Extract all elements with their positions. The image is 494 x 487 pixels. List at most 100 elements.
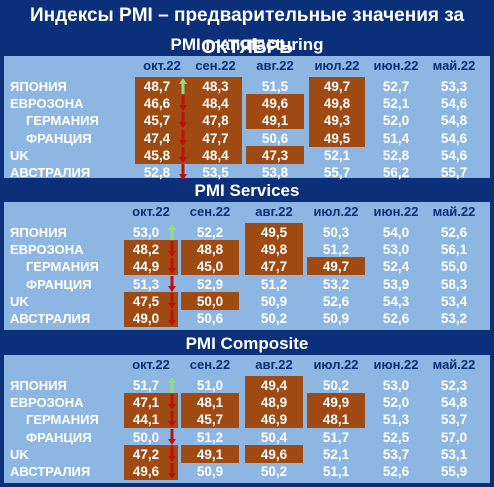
highlight-cell bbox=[189, 111, 242, 130]
data-cell: 49,5 bbox=[260, 225, 288, 240]
highlight-cell bbox=[189, 145, 242, 164]
highlight-cell bbox=[135, 128, 189, 147]
section-title: PMI Composite bbox=[185, 334, 309, 353]
row-label: ГЕРМАНИЯ bbox=[26, 113, 99, 129]
data-cell: 48,4 bbox=[202, 147, 229, 163]
data-cell: 53,0 bbox=[382, 378, 410, 393]
data-cell: 53,0 bbox=[382, 242, 410, 258]
highlight-cell bbox=[307, 410, 365, 429]
data-cell: 51,7 bbox=[132, 378, 160, 393]
data-cell: 51,3 bbox=[382, 412, 410, 428]
highlight-cell bbox=[181, 393, 239, 412]
column-header: окт.22 bbox=[132, 357, 170, 372]
data-cell: 55,7 bbox=[323, 165, 351, 180]
data-cell: 50,2 bbox=[260, 311, 288, 326]
data-cell: 52,1 bbox=[322, 446, 350, 462]
data-cell: 58,3 bbox=[440, 276, 468, 292]
row-label: ЕВРОЗОНА bbox=[10, 395, 84, 411]
column-header: июн.22 bbox=[373, 58, 419, 73]
data-cell: 57,0 bbox=[440, 429, 468, 445]
pmi-table-panel: окт.22 сен.22 авг.22 июл.22 июн.22 май.22 ЯПОН… bbox=[4, 56, 490, 180]
data-cell: 48,8 bbox=[196, 242, 224, 258]
highlight-cell bbox=[181, 240, 239, 259]
data-cell: 50,0 bbox=[196, 293, 224, 309]
highlight-cell bbox=[124, 444, 178, 463]
highlight-cell bbox=[189, 94, 242, 113]
arrow-down-icon bbox=[168, 411, 176, 428]
highlight-cell bbox=[181, 291, 239, 310]
data-cell: 52,6 bbox=[382, 311, 410, 326]
data-cell: 55,0 bbox=[440, 259, 468, 275]
data-cell: 45,0 bbox=[196, 259, 224, 275]
data-cell: 49,1 bbox=[261, 113, 289, 129]
highlight-cell bbox=[124, 462, 178, 480]
data-cell: 52,7 bbox=[382, 79, 410, 94]
row-label: ГЕРМАНИЯ bbox=[26, 259, 99, 275]
arrow-up-icon bbox=[168, 377, 176, 393]
data-cell: 44,9 bbox=[132, 259, 160, 275]
highlight-cell bbox=[189, 77, 242, 95]
data-cell: 55,9 bbox=[440, 464, 468, 479]
column-header: май.22 bbox=[432, 204, 476, 219]
data-cell: 49,1 bbox=[196, 446, 224, 462]
arrow-down-icon bbox=[179, 164, 187, 180]
row-label: ГЕРМАНИЯ bbox=[26, 412, 99, 428]
data-cell: 47,1 bbox=[132, 395, 160, 411]
column-header: май.22 bbox=[432, 357, 476, 372]
highlight-cell bbox=[307, 393, 365, 412]
data-cell: 54,6 bbox=[440, 96, 468, 112]
row-label: ЕВРОЗОНА bbox=[10, 242, 84, 258]
highlight-cell bbox=[309, 128, 365, 147]
data-cell: 47,7 bbox=[260, 259, 288, 275]
highlight-cell bbox=[124, 240, 178, 259]
arrow-down-icon bbox=[179, 112, 187, 129]
column-header: июл.22 bbox=[313, 204, 359, 219]
data-cell: 52,6 bbox=[322, 293, 350, 309]
data-cell: 53,1 bbox=[440, 446, 468, 462]
data-cell: 47,7 bbox=[202, 130, 229, 146]
column-header: июн.22 bbox=[373, 357, 419, 372]
data-cell: 48,2 bbox=[132, 242, 160, 258]
data-cell: 50,9 bbox=[322, 311, 350, 326]
data-cell: 47,4 bbox=[143, 130, 171, 146]
page-title: Индексы PMI – предварительные значения з… bbox=[29, 5, 465, 58]
arrow-down-icon bbox=[168, 292, 176, 309]
row-label: ФРАНЦИЯ bbox=[26, 276, 92, 292]
column-header: сен.22 bbox=[195, 58, 236, 73]
data-cell: 50,6 bbox=[196, 311, 224, 326]
data-cell: 54,3 bbox=[382, 293, 410, 309]
data-cell: 49,7 bbox=[322, 259, 350, 275]
data-cell: 50,3 bbox=[322, 225, 350, 240]
row-label: ЕВРОЗОНА bbox=[10, 96, 84, 112]
highlight-cell bbox=[181, 410, 239, 429]
highlight-cell bbox=[245, 240, 303, 259]
highlight-cell bbox=[135, 145, 189, 164]
highlight-cell bbox=[245, 376, 303, 394]
data-cell: 49,9 bbox=[322, 395, 350, 411]
row-label: UK bbox=[10, 147, 29, 163]
data-cell: 51,2 bbox=[322, 242, 350, 258]
data-cell: 52,0 bbox=[382, 113, 410, 129]
arrow-up-icon bbox=[179, 78, 187, 94]
data-cell: 54,6 bbox=[440, 130, 468, 146]
row-label: ЯПОНИЯ bbox=[10, 225, 67, 240]
column-header: май.22 bbox=[432, 58, 476, 73]
highlight-cell bbox=[124, 257, 178, 276]
data-cell: 55,7 bbox=[440, 165, 468, 180]
row-label: ФРАНЦИЯ bbox=[26, 130, 92, 146]
data-cell: 53,4 bbox=[440, 293, 468, 309]
data-cell: 49,6 bbox=[260, 446, 288, 462]
highlight-cell bbox=[309, 77, 365, 95]
data-cell: 53,3 bbox=[440, 79, 468, 94]
column-header: авг.22 bbox=[255, 204, 293, 219]
data-cell: 47,3 bbox=[261, 147, 289, 163]
data-cell: 52,6 bbox=[382, 464, 410, 479]
highlight-cell bbox=[189, 128, 242, 147]
data-cell: 53,9 bbox=[382, 276, 410, 292]
highlight-cell bbox=[245, 444, 303, 463]
data-cell: 49,6 bbox=[132, 464, 160, 479]
row-label: UK bbox=[10, 446, 29, 462]
column-header: сен.22 bbox=[189, 357, 231, 372]
data-cell: 49,8 bbox=[260, 242, 288, 258]
data-cell: 51,1 bbox=[322, 464, 350, 479]
